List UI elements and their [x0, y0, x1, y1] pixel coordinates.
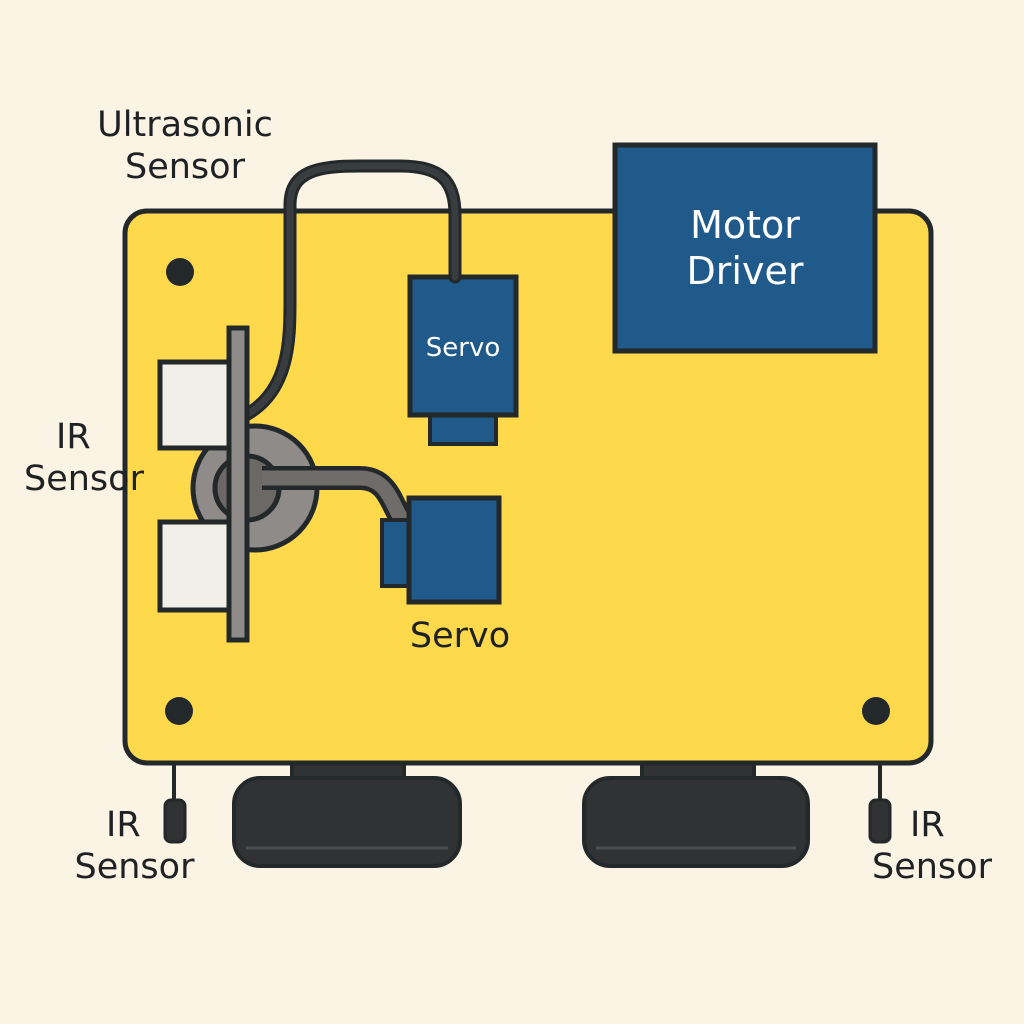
label-ir-bottom-left-line1: IR: [106, 805, 141, 845]
ir-sensor-probe-left: [163, 762, 187, 844]
label-ultrasonic-line1: Ultrasonic: [97, 105, 273, 145]
label-ir-bottom-right-line2: Sensor: [872, 847, 992, 887]
servo-top: [407, 274, 519, 446]
label-servo-bottom: Servo: [409, 616, 511, 656]
label-ultrasonic-line2: Sensor: [125, 147, 245, 187]
mounting-hole-bottom-left: [165, 697, 193, 725]
label-ir-sensor-left: IR Sensor: [14, 416, 154, 500]
ir-sensor-probe-right: [868, 762, 892, 844]
wheel-left: [232, 756, 462, 868]
label-motor-driver-line2: Driver: [686, 249, 804, 293]
mounting-hole-top-left: [166, 258, 194, 286]
label-ir-bottom-right-line1: IR: [910, 805, 945, 845]
motor-driver-module: [612, 142, 878, 354]
label-ir-bottom-left-line2: Sensor: [74, 847, 195, 887]
label-ir-left-line1: IR: [56, 417, 91, 457]
ultrasonic-sensor: [157, 325, 250, 643]
mounting-hole-bottom-right: [862, 697, 890, 725]
label-motor-driver-line1: Motor: [690, 203, 800, 247]
label-motor-driver: Motor Driver: [615, 202, 875, 294]
label-ir-left-line2: Sensor: [24, 459, 144, 499]
label-ultrasonic-sensor: Ultrasonic Sensor: [70, 104, 300, 188]
servo-bottom: [380, 495, 502, 605]
label-ir-sensor-bottom-right: IR Sensor: [862, 804, 1002, 888]
wheel-right: [582, 756, 810, 868]
label-ir-sensor-bottom-left: IR Sensor: [62, 804, 207, 888]
label-servo-top: Servo: [425, 333, 501, 363]
